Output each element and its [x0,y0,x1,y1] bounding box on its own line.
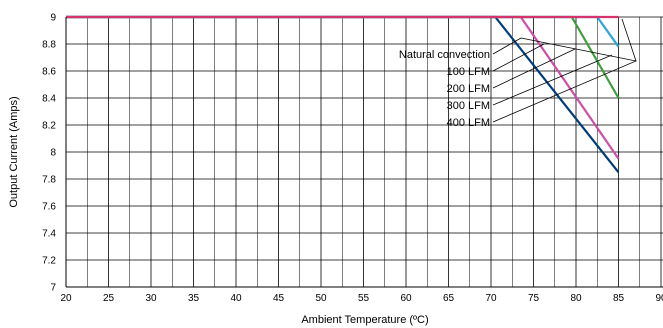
legend-bracket [520,18,637,62]
legend-label: 300 LFM [447,100,490,112]
y-tick-label: 7.2 [42,256,56,267]
y-axis-label: Output Current (Amps) [8,96,20,207]
x-axis-label: Ambient Temperature (ºC) [301,314,428,326]
y-tick-label: 7.6 [42,202,56,213]
y-tick-labels: 7 7.2 7.4 7.6 7.8 8 8.2 8.4 8.6 8.8 9 [42,13,56,294]
y-tick-label: 9 [50,13,56,24]
x-tick-label: 55 [358,293,370,304]
legend-leader-line [492,54,613,106]
y-tick-label: 8.6 [42,67,56,78]
y-tick-label: 7.8 [42,175,56,186]
y-tick-label: 8.4 [42,94,56,105]
legend-leader-line [492,37,522,55]
x-tick-label: 65 [443,293,455,304]
legend-label: 200 LFM [447,83,490,95]
plot-frame [65,17,663,288]
x-tick-label: 70 [485,293,497,304]
x-tick-label: 35 [188,293,200,304]
series-lines [66,15,620,173]
x-tick-label: 80 [570,293,582,304]
legend-leader-line [492,60,637,123]
x-tick-label: 20 [60,293,72,304]
legend-label: Natural convection [399,49,490,61]
legend-leader-line [492,43,545,72]
legend-label: 100 LFM [447,66,490,78]
x-tick-label: 60 [400,293,412,304]
legend-label: 400 LFM [447,117,490,129]
y-tick-label: 7.4 [42,229,56,240]
x-tick-label: 45 [273,293,285,304]
x-tick-label: 75 [528,293,540,304]
x-tick-labels: 20 25 30 35 40 45 50 55 60 65 70 75 80 85 90 [60,293,663,304]
y-tick-label: 8.8 [42,40,56,51]
legend: Natural convection 100 LFM 200 LFM 300 LFM 4… [399,18,637,129]
x-tick-label: 90 [655,293,663,304]
x-tick-label: 85 [613,293,625,304]
x-tick-label: 40 [230,293,242,304]
y-tick-label: 8.2 [42,121,56,132]
y-tick-label: 7 [50,283,56,294]
legend-leader-line [492,48,576,89]
x-tick-label: 25 [103,293,115,304]
x-tick-label: 30 [145,293,157,304]
grid [65,16,663,288]
x-tick-label: 50 [315,293,327,304]
y-tick-label: 8 [50,148,56,159]
